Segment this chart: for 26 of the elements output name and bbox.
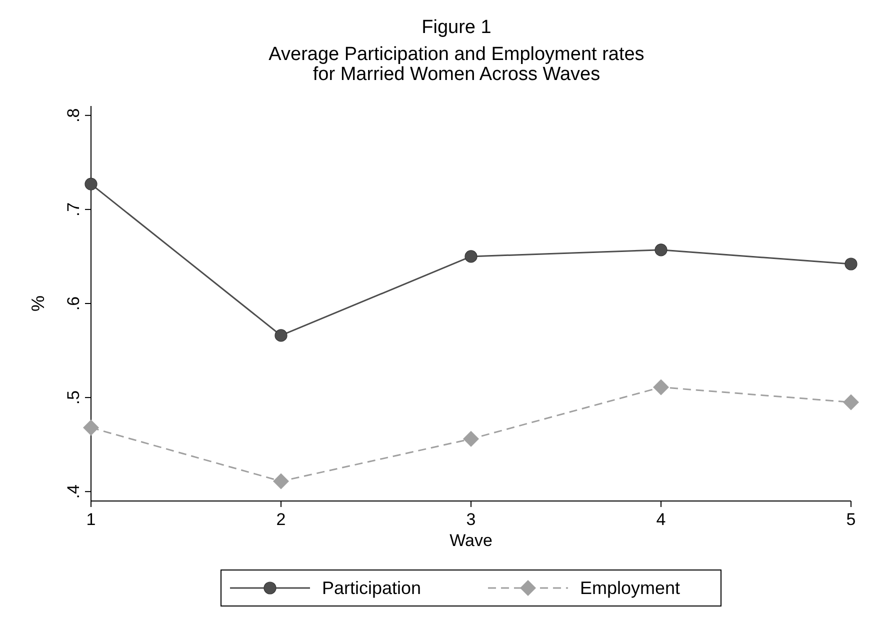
point	[654, 244, 668, 256]
point	[844, 258, 858, 270]
y-tick-label: .5	[64, 390, 83, 405]
y-axis-title: %	[28, 295, 48, 312]
y-tick-label: .8	[64, 108, 83, 122]
y-tick-label: .4	[64, 484, 83, 499]
legend-label: Employment	[580, 578, 680, 598]
y-tick-label: .7	[64, 202, 83, 217]
x-tick-label: 5	[846, 510, 856, 529]
point	[273, 473, 289, 490]
point	[463, 430, 479, 447]
x-tick-label: 1	[86, 510, 96, 529]
point	[464, 250, 478, 263]
x-tick-label: 3	[466, 510, 476, 529]
chart-title: Figure 1	[422, 17, 492, 38]
point	[843, 394, 859, 410]
y-tick-label: .6	[64, 296, 83, 311]
point	[653, 379, 669, 396]
point	[83, 420, 99, 436]
point	[84, 178, 98, 190]
chart-subtitle: Average Participation and Employment rates for Married Women Across Waves	[268, 44, 644, 85]
x-tick-label: 4	[656, 510, 666, 529]
point	[274, 329, 288, 342]
x-axis-title: Wave	[450, 531, 492, 550]
x-tick-label: 2	[276, 510, 286, 529]
legend-label: Participation	[322, 578, 422, 598]
